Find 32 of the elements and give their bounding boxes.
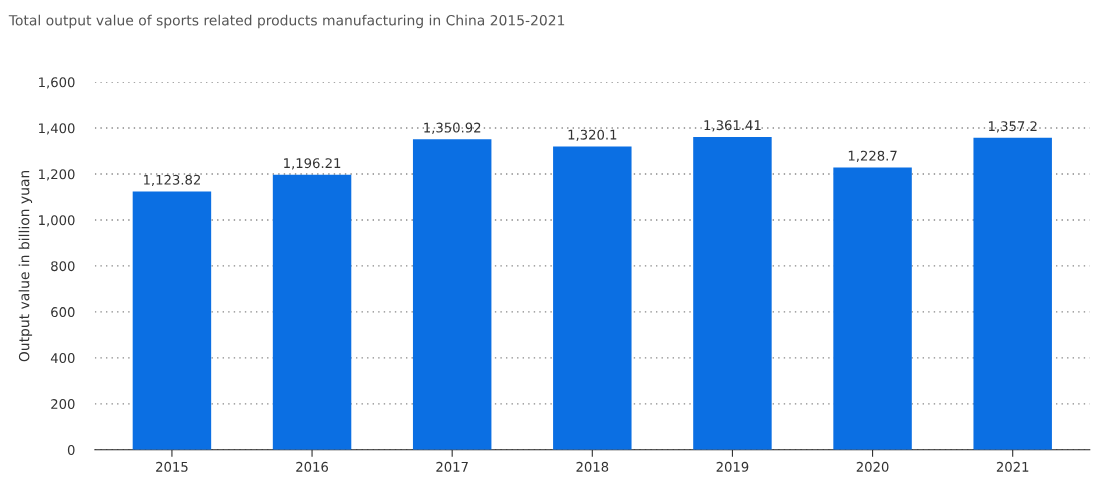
y-tick-label: 800	[51, 261, 75, 272]
data-label: 1,196.21	[284, 158, 341, 170]
bar	[833, 167, 912, 450]
x-tick-label: 2017	[436, 461, 468, 472]
y-tick-label: 200	[51, 399, 75, 410]
bar	[693, 136, 772, 450]
x-tick-label: 2019	[716, 461, 749, 472]
bar	[973, 137, 1052, 450]
bar	[132, 191, 212, 450]
data-label: 1,123.82	[144, 174, 200, 187]
y-tick-label: 1,200	[39, 169, 75, 181]
bar	[272, 174, 352, 450]
chart-title: Total output value of sports related products manufacturing in China 2015-2021	[8, 14, 565, 29]
y-tick-label: 0	[67, 445, 75, 456]
y-tick-label: 1,000	[39, 215, 75, 227]
bar	[553, 146, 632, 450]
x-tick-label: 2015	[156, 461, 188, 472]
x-tick-label: 2020	[856, 461, 889, 472]
x-tick-label: 2018	[576, 461, 609, 472]
data-label: 1,320.1	[568, 129, 617, 141]
data-label: 1,228.7	[848, 150, 897, 163]
y-tick-label: 1,600	[39, 77, 75, 89]
x-tick-label: 2016	[296, 461, 329, 472]
y-tick-label: 400	[50, 353, 75, 364]
x-tick-label: 2021	[996, 461, 1029, 472]
bar	[412, 139, 492, 450]
y-tick-label: 600	[51, 307, 75, 318]
y-axis-title: Output value in billion yuan	[18, 170, 33, 362]
y-tick-label: 1,400	[39, 123, 75, 135]
data-label: 1,350.92	[424, 122, 481, 134]
data-label: 1,361.41	[704, 120, 761, 132]
data-label: 1,357.2	[988, 121, 1037, 133]
